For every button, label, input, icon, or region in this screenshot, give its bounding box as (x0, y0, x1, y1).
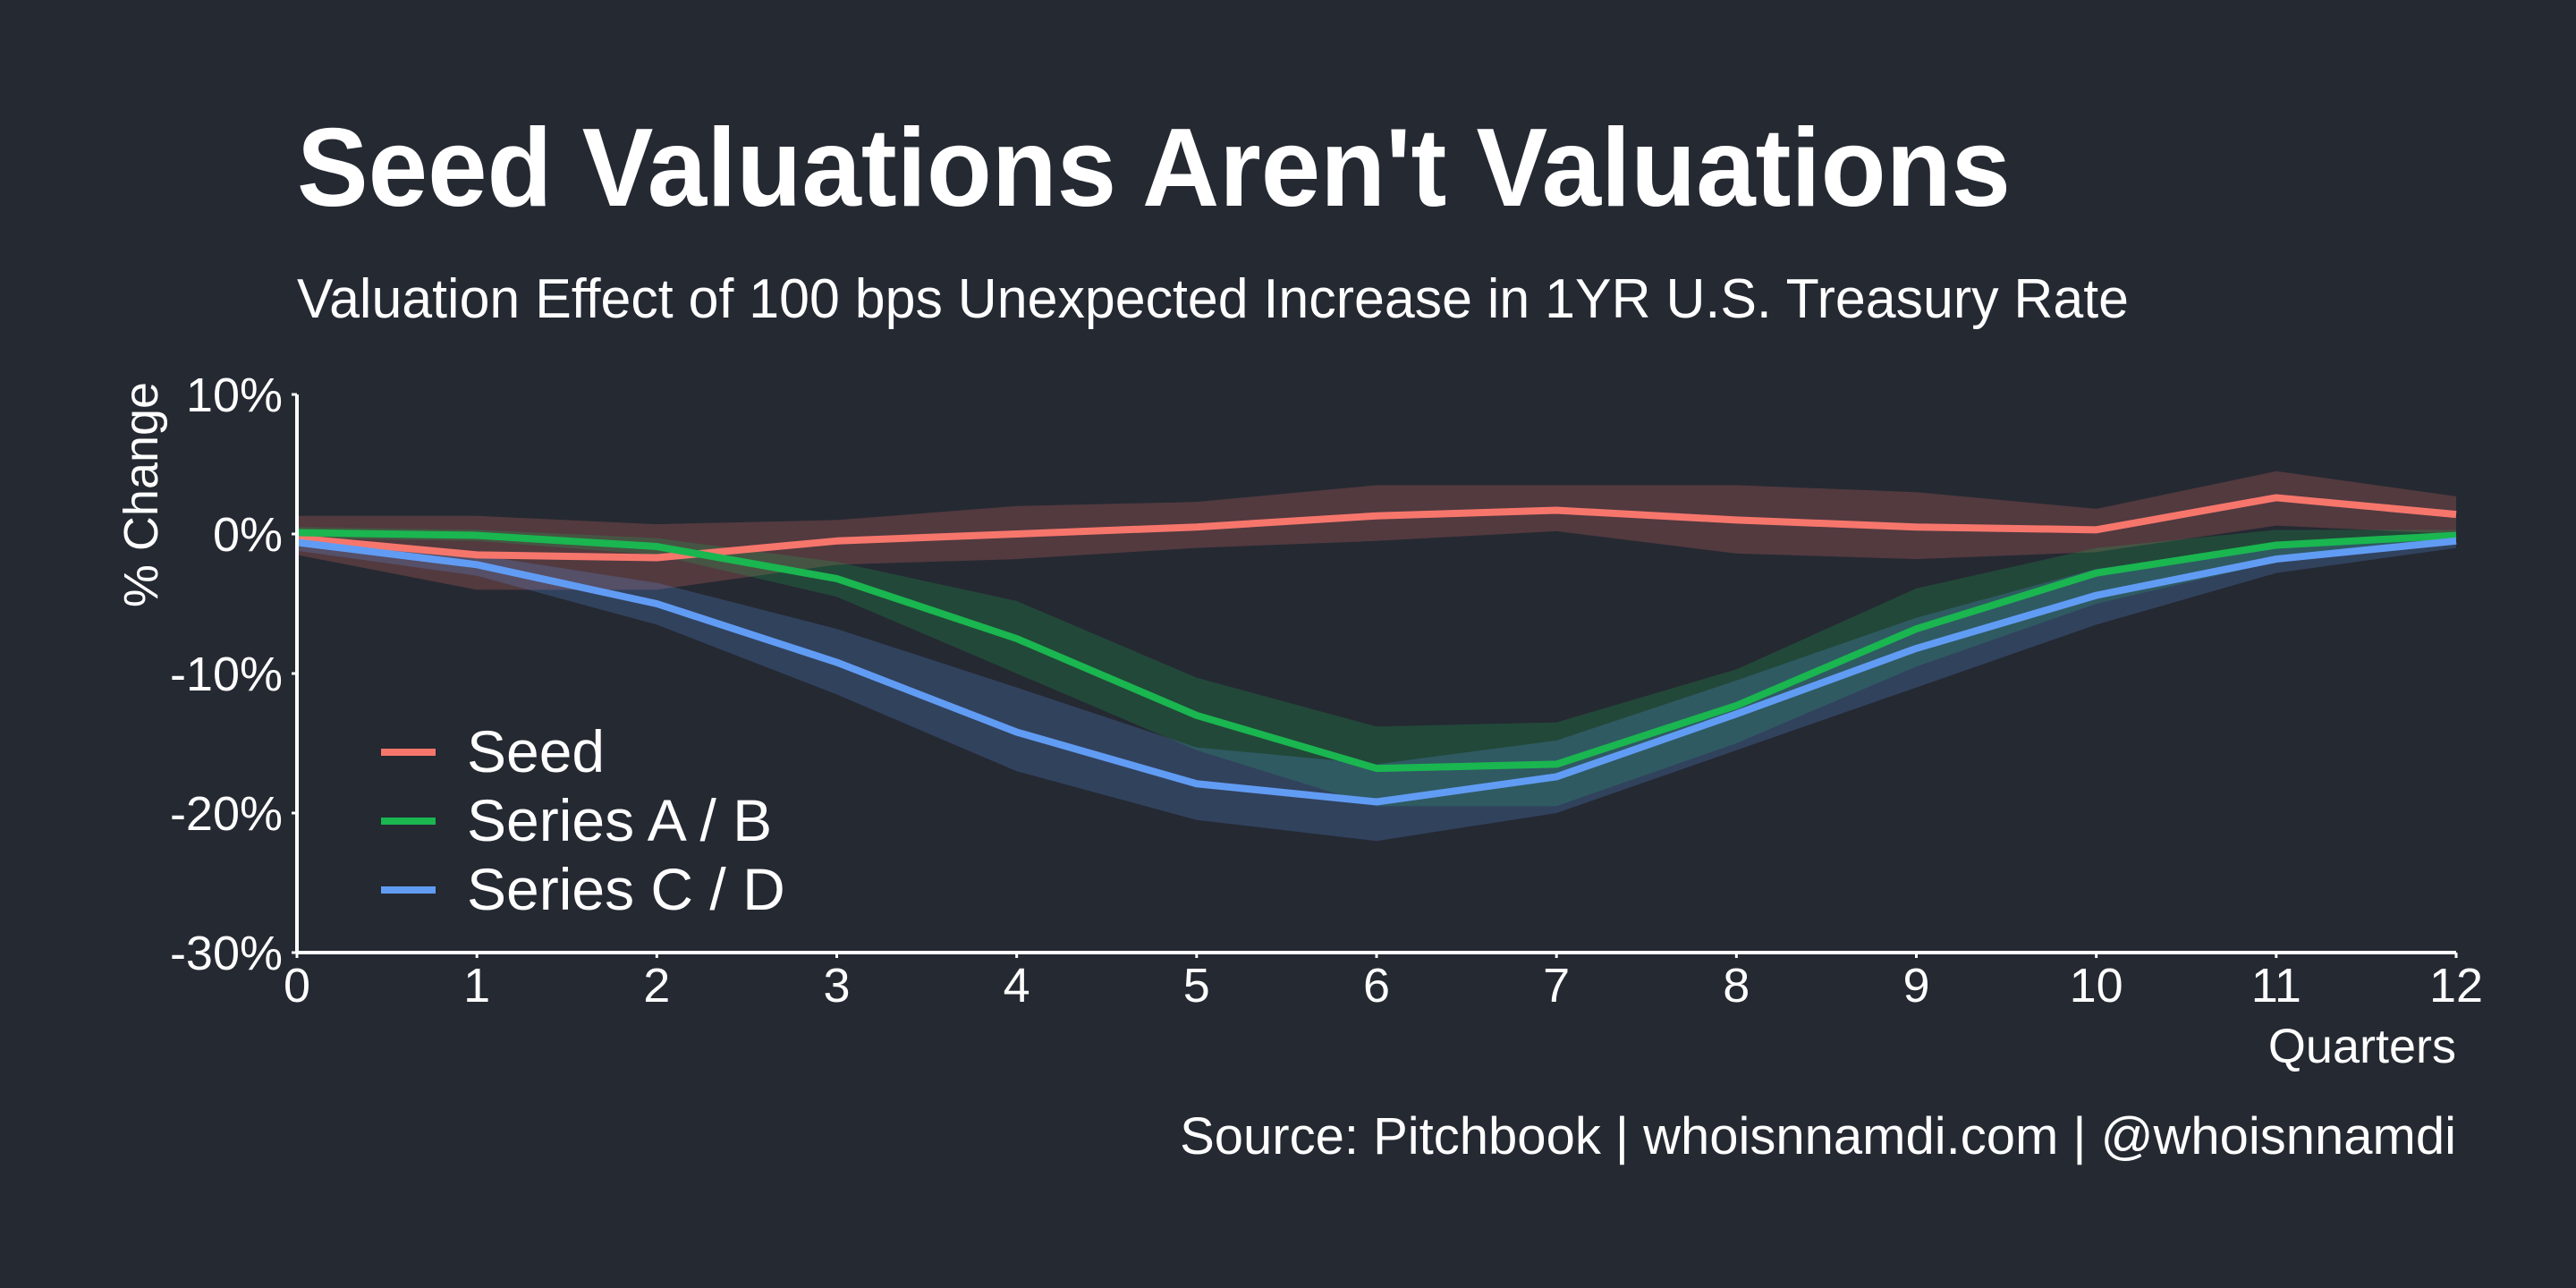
confidence-band (297, 470, 2456, 590)
legend-label: Seed (467, 718, 605, 784)
legend-label: Series C / D (467, 856, 785, 922)
x-tick-label: 0 (284, 959, 310, 1013)
chart-subtitle: Valuation Effect of 100 bps Unexpected I… (297, 268, 2129, 330)
y-tick-label: 0% (213, 508, 283, 562)
x-tick-label: 11 (2251, 959, 2301, 1013)
series-line (296, 494, 2457, 562)
x-tick-label: 1 (463, 959, 490, 1013)
legend-label: Series A / B (467, 787, 772, 853)
y-tick-label: -30% (170, 927, 283, 980)
series-line (296, 529, 2457, 773)
x-tick-label: 12 (2429, 959, 2483, 1013)
x-tick-label: 3 (823, 959, 850, 1013)
x-tick-label: 7 (1543, 959, 1570, 1013)
y-tick-label: 10% (186, 369, 283, 422)
x-tick-label: 8 (1723, 959, 1750, 1013)
y-tick-label: -20% (170, 787, 283, 841)
x-axis-label: Quarters (2268, 1020, 2456, 1073)
x-tick-label: 4 (1004, 959, 1030, 1013)
x-tick-label: 5 (1183, 959, 1210, 1013)
source-note: Source: Pitchbook | whoisnnamdi.com | @w… (1180, 1107, 2456, 1165)
confidence-band (297, 527, 2456, 807)
x-tick-label: 9 (1902, 959, 1929, 1013)
x-tick-label: 6 (1363, 959, 1390, 1013)
x-tick-label: 10 (2070, 959, 2123, 1013)
chart-title: Seed Valuations Aren't Valuations (297, 106, 2011, 230)
y-tick-label: -10% (170, 648, 283, 701)
series-line (296, 537, 2457, 806)
y-axis-label: % Change (114, 382, 168, 607)
x-tick-label: 2 (643, 959, 670, 1013)
